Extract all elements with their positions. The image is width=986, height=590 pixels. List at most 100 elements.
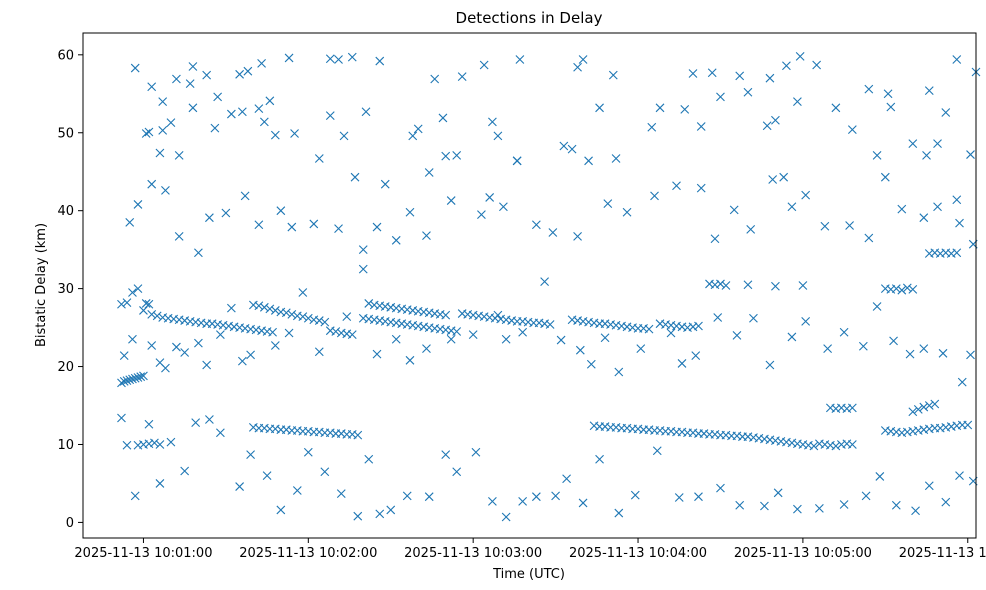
data-point-marker <box>119 376 129 386</box>
data-point-marker <box>350 172 360 182</box>
data-point-marker <box>666 328 676 338</box>
data-point-marker <box>246 450 255 460</box>
data-point-marker <box>446 196 456 205</box>
data-point-marker <box>608 70 618 80</box>
data-point-marker <box>139 371 148 381</box>
data-point-marker <box>889 336 898 346</box>
data-point-marker <box>457 72 467 82</box>
data-point-marker <box>768 175 778 184</box>
data-point-marker <box>880 172 890 182</box>
data-point-marker <box>226 109 236 119</box>
data-point-marker <box>372 349 382 359</box>
data-point-marker <box>314 316 324 325</box>
data-point-marker <box>765 73 775 83</box>
data-point-marker <box>471 447 481 457</box>
data-point-marker <box>924 401 934 410</box>
data-point-marker <box>194 248 203 258</box>
data-point-marker <box>831 103 841 113</box>
data-point-marker <box>801 316 811 326</box>
data-point-marker <box>161 363 170 373</box>
data-point-marker <box>438 113 448 123</box>
data-point-marker <box>847 125 857 135</box>
data-point-marker <box>672 181 681 191</box>
y-tick-label: 0 <box>66 516 74 531</box>
data-point-marker <box>595 454 604 464</box>
data-point-marker <box>477 210 486 219</box>
data-point-marker <box>501 512 511 522</box>
data-point-marker <box>180 466 190 476</box>
chart-title: Detections in Delay <box>456 9 603 27</box>
data-point-marker <box>309 219 319 229</box>
data-point-marker <box>883 89 893 99</box>
data-point-marker <box>512 156 522 166</box>
x-tick-label: 2025-11-13 10:06:00 <box>899 546 986 561</box>
data-point-marker <box>839 327 849 337</box>
data-point-marker <box>941 108 951 117</box>
data-point-marker <box>493 131 503 141</box>
data-point-marker <box>845 221 854 230</box>
data-point-marker <box>144 419 154 429</box>
data-point-marker <box>897 204 907 214</box>
data-point-marker <box>861 491 871 501</box>
data-point-marker <box>284 328 294 338</box>
data-point-marker <box>268 327 277 337</box>
data-point-marker <box>265 96 275 106</box>
data-point-marker <box>847 403 857 413</box>
data-point-marker <box>202 360 212 370</box>
data-point-marker <box>202 70 212 80</box>
data-point-marker <box>578 498 588 508</box>
plot-background <box>83 33 976 538</box>
x-axis-label: Time (UTC) <box>492 567 565 582</box>
data-point-marker <box>911 506 920 516</box>
data-point-marker <box>325 54 335 64</box>
data-point-marker <box>402 491 412 501</box>
data-point-marker <box>716 279 725 289</box>
data-point-marker <box>152 311 162 321</box>
data-point-marker <box>732 330 742 340</box>
x-tick-label: 2025-11-13 10:02:00 <box>239 546 377 561</box>
data-point-marker <box>952 55 962 64</box>
data-point-marker <box>595 103 604 113</box>
data-point-marker <box>644 324 654 334</box>
data-point-marker <box>531 492 541 502</box>
y-tick-label: 20 <box>57 360 74 375</box>
data-point-marker <box>614 508 624 518</box>
data-point-marker <box>674 493 684 502</box>
data-point-marker <box>265 304 275 314</box>
data-point-marker <box>180 348 190 357</box>
data-point-marker <box>408 131 418 141</box>
data-point-marker <box>270 130 280 140</box>
x-tick-label: 2025-11-13 10:01:00 <box>74 546 212 561</box>
data-point-marker <box>518 496 528 506</box>
data-point-marker <box>839 500 849 509</box>
data-point-marker <box>237 107 247 117</box>
data-point-marker <box>364 454 374 464</box>
data-point-marker <box>622 207 632 217</box>
data-point-marker <box>765 360 775 370</box>
data-point-marker <box>276 206 286 216</box>
data-point-marker <box>422 231 431 241</box>
data-point-marker <box>573 232 582 241</box>
data-point-marker <box>424 492 434 502</box>
data-point-marker <box>122 298 132 308</box>
data-point-marker <box>254 220 264 230</box>
data-point-marker <box>908 139 918 149</box>
data-point-marker <box>320 317 330 327</box>
data-point-marker <box>292 486 302 495</box>
data-point-marker <box>298 288 308 297</box>
data-point-marker <box>793 504 802 514</box>
data-point-marker <box>875 472 885 481</box>
data-point-marker <box>144 127 154 137</box>
data-point-marker <box>342 312 352 322</box>
data-point-marker <box>380 179 390 189</box>
data-point-marker <box>303 313 313 323</box>
data-point-marker <box>133 200 143 209</box>
data-point-marker <box>655 103 665 113</box>
data-point-marker <box>650 191 659 201</box>
data-point-marker <box>573 62 582 72</box>
data-point-marker <box>905 349 915 359</box>
data-point-marker <box>172 74 181 84</box>
data-point-marker <box>347 330 357 339</box>
data-point-marker <box>243 66 253 76</box>
data-point-marker <box>424 168 434 177</box>
